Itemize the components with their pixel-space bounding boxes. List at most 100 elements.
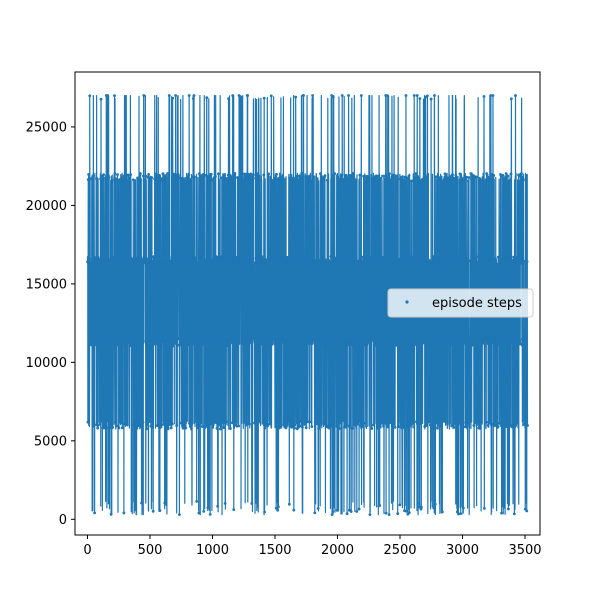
data-point: [437, 177, 441, 181]
data-point: [305, 260, 308, 264]
data-point: [464, 344, 468, 348]
data-point: [400, 341, 403, 345]
data-point: [275, 420, 279, 424]
data-point: [427, 259, 431, 262]
data-point: [236, 176, 239, 179]
data-point: [289, 338, 293, 341]
data-point: [316, 339, 319, 343]
data-point: [463, 178, 467, 182]
data-point: [460, 343, 463, 347]
data-point: [173, 176, 177, 180]
data-point: [396, 177, 400, 181]
data-point: [307, 179, 311, 183]
data-point: [157, 423, 160, 427]
data-point: [294, 95, 298, 99]
data-point: [304, 426, 308, 430]
data-point: [187, 173, 191, 177]
data-point: [251, 256, 255, 260]
data-point: [524, 179, 528, 183]
data-point: [110, 341, 114, 345]
data-point: [397, 425, 400, 428]
data-point: [331, 510, 335, 514]
data-point: [205, 96, 209, 100]
data-point: [428, 423, 432, 427]
data-point: [160, 177, 164, 181]
data-point: [135, 260, 139, 264]
data-point: [206, 506, 210, 510]
data-point: [116, 340, 120, 344]
data-point: [159, 425, 163, 429]
data-point: [226, 344, 229, 348]
data-point: [311, 262, 315, 266]
data-point: [170, 337, 174, 341]
data-point: [304, 336, 308, 340]
data-point: [152, 342, 156, 346]
data-point: [134, 257, 137, 260]
data-point: [359, 257, 363, 261]
data-point: [221, 343, 225, 347]
data-point: [447, 176, 451, 180]
data-point: [462, 260, 466, 264]
data-point: [418, 422, 422, 426]
data-point: [459, 512, 463, 515]
data-point: [509, 340, 513, 343]
data-point: [246, 343, 250, 346]
data-point: [166, 427, 170, 431]
data-point: [262, 173, 266, 177]
data-point: [260, 262, 263, 266]
data-point: [383, 336, 387, 340]
data-point: [198, 260, 202, 264]
data-point: [284, 341, 287, 345]
data-point: [196, 426, 199, 430]
data-point: [322, 257, 326, 261]
data-point: [113, 94, 116, 98]
data-point: [379, 337, 383, 341]
data-point: [342, 179, 346, 183]
data-point: [126, 179, 130, 183]
data-point: [138, 172, 142, 175]
data-point: [224, 258, 227, 262]
data-point: [486, 424, 490, 427]
data-point: [253, 340, 257, 344]
data-point: [93, 511, 97, 515]
data-point: [172, 262, 176, 266]
data-point: [184, 426, 188, 430]
data-point: [106, 94, 110, 97]
data-point: [361, 260, 365, 263]
data-point: [102, 255, 106, 259]
data-point: [425, 424, 428, 427]
data-point: [382, 424, 385, 428]
data-point: [142, 94, 146, 97]
data-point: [284, 424, 288, 428]
data-point: [190, 341, 194, 345]
data-point: [210, 339, 214, 343]
x-tick-label: 2500: [383, 543, 416, 558]
data-point: [461, 506, 465, 510]
data-point: [295, 262, 299, 266]
data-point: [91, 174, 95, 178]
data-point: [112, 256, 116, 259]
data-point: [352, 256, 356, 260]
data-point: [189, 344, 193, 348]
data-point: [506, 422, 510, 426]
data-point: [505, 174, 509, 178]
data-point: [193, 256, 197, 260]
data-point: [194, 344, 198, 347]
data-point: [382, 174, 386, 178]
plot-frame: [74, 71, 541, 536]
data-point: [399, 424, 403, 428]
data-point: [412, 94, 416, 97]
data-point: [293, 423, 297, 427]
data-point: [281, 256, 285, 259]
data-point: [216, 504, 220, 508]
data-point: [140, 423, 144, 427]
data-point: [273, 342, 277, 346]
data-point: [125, 423, 129, 427]
data-point: [388, 172, 391, 176]
data-point: [90, 342, 94, 346]
data-point: [433, 502, 437, 506]
data-point: [169, 343, 173, 347]
data-point: [292, 257, 296, 261]
data-point: [290, 420, 294, 424]
data-point: [223, 262, 227, 266]
